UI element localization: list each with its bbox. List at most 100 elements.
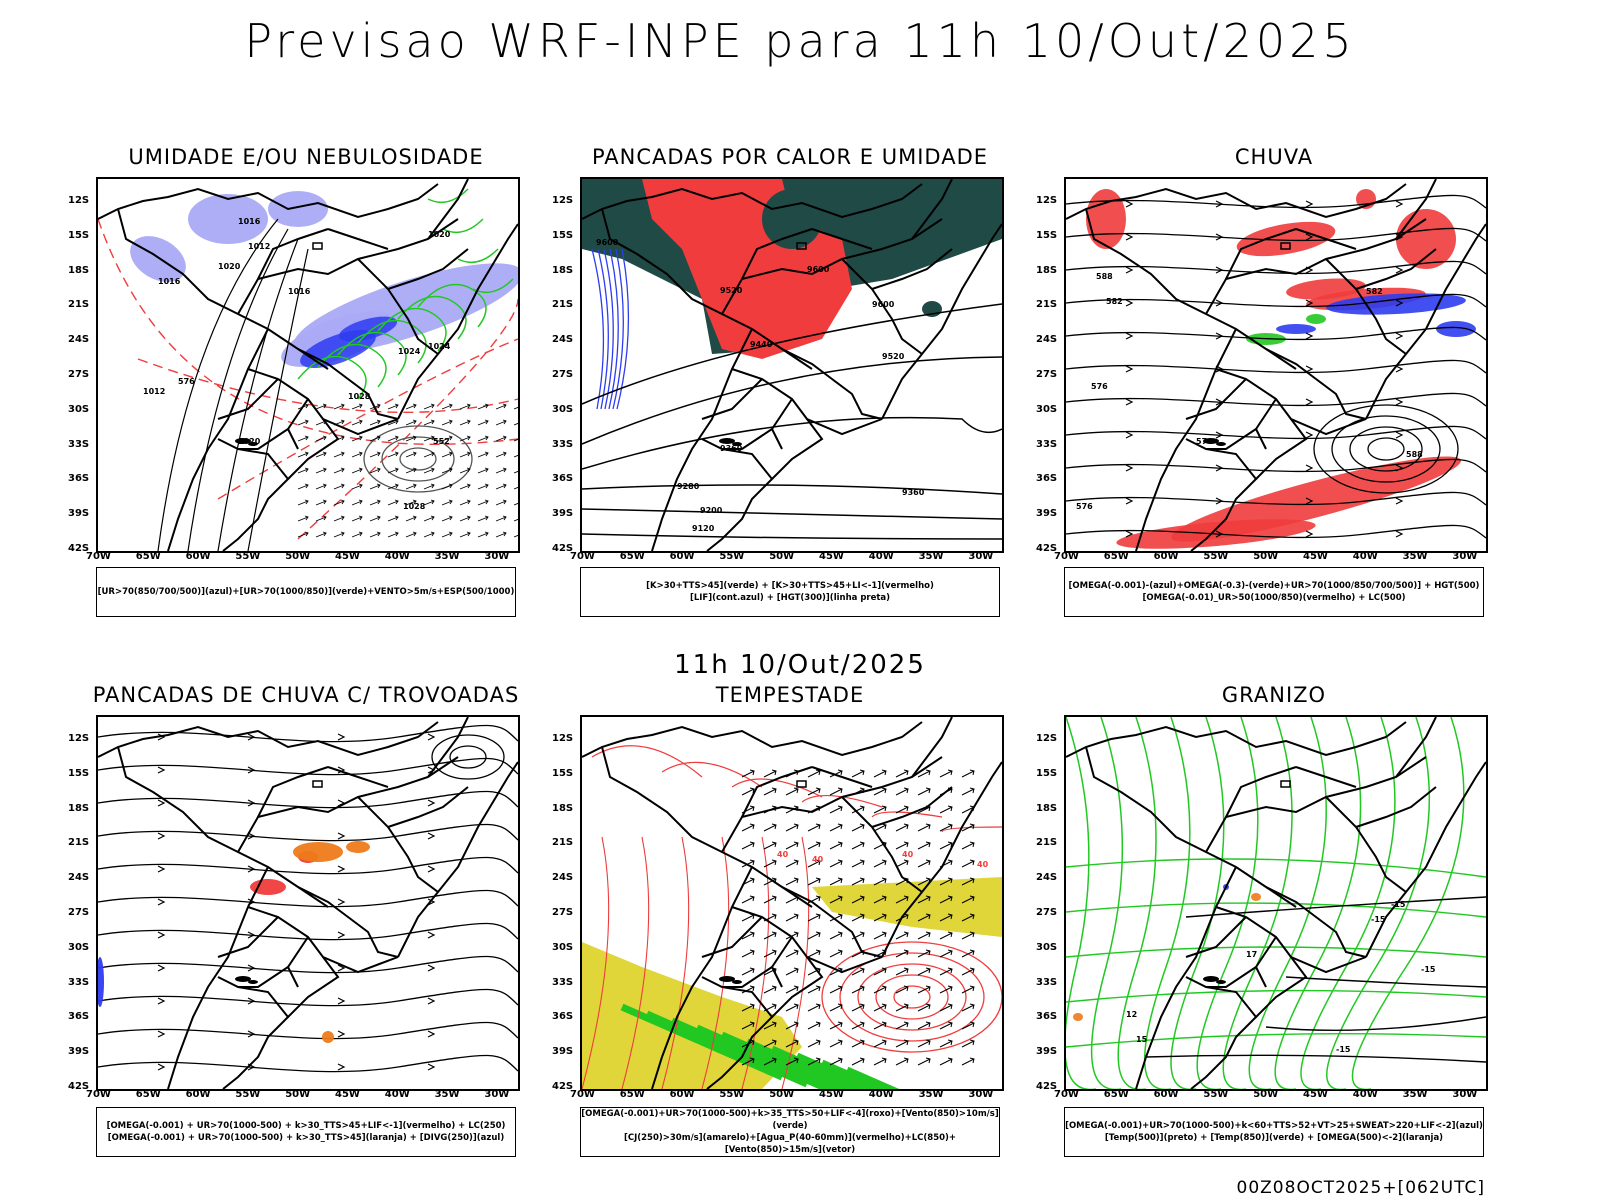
- contour-label: 9120: [692, 524, 715, 533]
- lat-tick-label: 24S: [552, 872, 574, 884]
- lat-tick-label: 24S: [1036, 872, 1058, 884]
- lat-tick-label: 33S: [1036, 438, 1058, 450]
- contour-label: 1016: [158, 277, 181, 286]
- lat-tick-label: 12S: [1036, 733, 1058, 744]
- lat-tick-label: 15S: [1036, 767, 1058, 779]
- lat-tick-label: 18S: [1036, 264, 1058, 276]
- lon-tick-label: 60W: [1153, 551, 1179, 562]
- lat-tick-label: 24S: [68, 334, 90, 346]
- lat-tick-label: 33S: [1036, 976, 1058, 988]
- lon-tick-label: 45W: [819, 1089, 844, 1100]
- lon-tick-label: 65W: [135, 551, 161, 562]
- lat-tick-label: 42S: [1036, 1081, 1058, 1092]
- lon-tick-label: 65W: [135, 1089, 161, 1100]
- legend-line: [OMEGA(-0.001)+UR>70(1000-500)+k>35_TTS>…: [581, 1109, 999, 1131]
- lat-tick-label: 18S: [1036, 802, 1058, 814]
- contour-label: 9440: [750, 340, 773, 349]
- lat-tick-label: 15S: [68, 229, 90, 241]
- lon-tick-label: 45W: [1303, 551, 1328, 562]
- lat-tick-label: 30S: [552, 941, 574, 953]
- lon-tick-label: 30W: [484, 551, 510, 562]
- lat-tick-label: 42S: [68, 543, 90, 554]
- lon-tick-label: 60W: [669, 551, 695, 562]
- legend-line: [OMEGA(-0.001)+UR>70(1000-500)+k<60+TTS>…: [1065, 1121, 1483, 1131]
- lon-tick-label: 55W: [1203, 551, 1229, 562]
- legend-line: [OMEGA(-0.001)-(azul)+OMEGA(-0.3)-(verde…: [1068, 581, 1480, 591]
- legend-umidade: [UR>70(850/700/500)](azul)+[UR>70(1000/8…: [96, 567, 516, 617]
- contour-label: 15: [1136, 1035, 1148, 1044]
- lat-tick-label: 36S: [552, 473, 574, 485]
- lon-tick-label: 30W: [484, 1089, 510, 1100]
- lat-tick-label: 24S: [68, 872, 90, 884]
- lon-tick-label: 50W: [769, 551, 795, 562]
- lon-tick-label: 40W: [1352, 1089, 1378, 1100]
- lon-tick-label: 55W: [235, 551, 261, 562]
- contour-label: 1012: [143, 387, 165, 396]
- lat-tick-label: 42S: [68, 1081, 90, 1092]
- contour-label: 9200: [700, 506, 723, 515]
- map-umidade: 1016 1012 1020 1016 1024 1028 1020 576 552 1028 10…: [96, 177, 520, 553]
- lon-tick-label: 55W: [235, 1089, 261, 1100]
- lat-tick-label: 36S: [68, 1011, 90, 1023]
- run-timestamp: 00Z08OCT2025+[062UTC]: [1236, 1178, 1485, 1198]
- contour-label: 576: [178, 377, 195, 386]
- map-trovoadas: [96, 715, 520, 1091]
- lon-tick-label: 50W: [285, 1089, 311, 1100]
- lat-tick-label: 24S: [552, 334, 574, 346]
- lat-tick-label: 42S: [552, 1081, 574, 1092]
- lon-tick-label: 45W: [819, 551, 844, 562]
- contour-label: 40: [902, 850, 914, 859]
- lat-tick-label: 24S: [1036, 334, 1058, 346]
- lat-tick-label: 30S: [1036, 941, 1058, 953]
- lon-tick-label: 50W: [769, 1089, 795, 1100]
- contour-label: -15: [1336, 1045, 1351, 1054]
- valid-time-subtitle: 11h 10/Out/2025: [674, 650, 926, 680]
- contour-label: 582: [1366, 287, 1383, 296]
- panel-title-pancadas-calor: PANCADAS POR CALOR E UMIDADE: [591, 145, 989, 169]
- lat-tick-label: 21S: [68, 299, 90, 311]
- map-chuva: 588582576570576582588: [1064, 177, 1488, 553]
- lat-tick-label: 30S: [68, 941, 90, 953]
- contour-label: 9600: [807, 265, 830, 274]
- lon-tick-label: 65W: [619, 551, 645, 562]
- lat-tick-label: 12S: [68, 195, 90, 206]
- lon-tick-label: 65W: [1103, 551, 1129, 562]
- lat-tick-label: 42S: [552, 543, 574, 554]
- lat-tick-label: 39S: [68, 508, 90, 520]
- lat-tick-label: 36S: [552, 1011, 574, 1023]
- lat-tick-label: 12S: [552, 733, 574, 744]
- legend-granizo: [OMEGA(-0.001)+UR>70(1000-500)+k<60+TTS>…: [1064, 1107, 1484, 1157]
- lon-tick-label: 60W: [185, 551, 211, 562]
- lon-tick-label: 60W: [1153, 1089, 1179, 1100]
- lon-tick-label: 55W: [719, 1089, 745, 1100]
- lon-tick-label: 70W: [86, 551, 111, 562]
- lon-tick-label: 60W: [185, 1089, 211, 1100]
- lat-tick-label: 18S: [68, 264, 90, 276]
- lat-tick-label: 12S: [552, 195, 574, 206]
- lon-tick-label: 65W: [619, 1089, 645, 1100]
- page-title: Previsao WRF-INPE para 11h 10/Out/2025: [244, 14, 1356, 68]
- lat-tick-label: 36S: [68, 473, 90, 485]
- lat-tick-label: 18S: [68, 802, 90, 814]
- contour-label: 1020: [428, 230, 451, 239]
- lon-tick-label: 45W: [335, 551, 360, 562]
- legend-line: [LIF](cont.azul) + [HGT(300)](linha pret…: [689, 593, 891, 603]
- lon-tick-label: 40W: [868, 551, 894, 562]
- lon-tick-label: 30W: [968, 1089, 994, 1100]
- contour-label: 576: [1091, 382, 1108, 391]
- lon-tick-label: 35W: [1402, 1089, 1428, 1100]
- lon-tick-label: 30W: [1452, 551, 1478, 562]
- legend-line: [UR>70(850/700/500)](azul)+[UR>70(1000/8…: [97, 587, 515, 597]
- lat-tick-label: 39S: [1036, 1046, 1058, 1058]
- panel-title-chuva: CHUVA: [1234, 145, 1314, 169]
- lat-tick-label: 27S: [552, 907, 574, 918]
- contour-label: 576: [1076, 502, 1093, 511]
- contour-label: 1028: [403, 502, 426, 511]
- contour-label: 9600: [596, 238, 619, 247]
- contour-label: 12: [1126, 1010, 1137, 1019]
- contour-label: -15: [1421, 965, 1436, 974]
- contour-label: 1028: [348, 392, 371, 401]
- lat-tick-label: 21S: [1036, 837, 1058, 849]
- legend-chuva: [OMEGA(-0.001)-(azul)+OMEGA(-0.3)-(verde…: [1064, 567, 1484, 617]
- legend-pancadas-calor: [K>30+TTS>45](verde) + [K>30+TTS>45+LI<-…: [580, 567, 1000, 617]
